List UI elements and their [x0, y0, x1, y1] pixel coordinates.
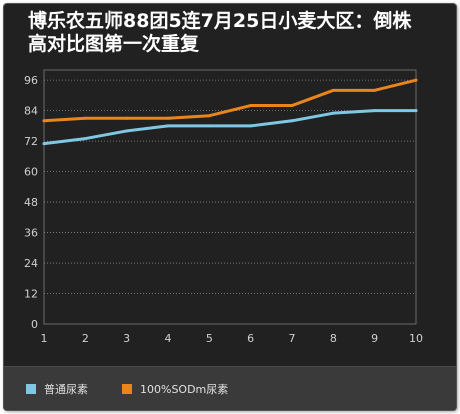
series1-point	[373, 109, 377, 113]
series2-point	[373, 88, 377, 92]
chart-title-line1: 博乐农五师88团5连7月25日小麦大区：倒株	[28, 10, 412, 32]
x-tick-label: 6	[247, 332, 254, 345]
x-tick-label: 5	[206, 332, 213, 345]
x-tick-label: 10	[409, 332, 423, 345]
y-tick-label: 72	[24, 135, 38, 148]
y-tick-label: 60	[24, 166, 38, 179]
chart-title: 博乐农五师88团5连7月25日小麦大区：倒株 高对比图第一次重复	[28, 10, 456, 56]
series-line-2	[42, 78, 418, 123]
y-tick-label: 0	[31, 318, 38, 331]
series1-point	[166, 124, 170, 128]
chart-title-line2: 高对比图第一次重复	[28, 33, 200, 55]
series2-point	[249, 104, 253, 108]
x-tick-label: 7	[289, 332, 296, 345]
x-tick-label: 9	[371, 332, 378, 345]
series1-point	[83, 137, 87, 141]
x-tick-label: 1	[41, 332, 48, 345]
legend-swatch-series2	[122, 384, 132, 394]
y-tick-label: 48	[24, 196, 38, 209]
x-tick-label: 2	[82, 332, 89, 345]
legend-item-series1[interactable]: 普通尿素	[26, 381, 88, 397]
series2-point	[125, 116, 129, 120]
y-tick-label: 12	[24, 288, 38, 301]
series1-point	[125, 129, 129, 133]
legend-swatch-series1	[26, 384, 36, 394]
legend-item-series2[interactable]: 100%SODm尿素	[122, 381, 228, 397]
x-tick-label: 3	[123, 332, 130, 345]
y-tick-label: 96	[24, 74, 38, 87]
series-line-1	[42, 109, 418, 146]
series2-point	[414, 78, 418, 82]
legend: 普通尿素 100%SODm尿素	[4, 366, 456, 410]
series2-point	[166, 116, 170, 120]
series1-point	[249, 124, 253, 128]
series2-point	[207, 114, 211, 118]
series1-point	[331, 111, 335, 115]
legend-label-series2: 100%SODm尿素	[140, 383, 229, 396]
legend-label-series1: 普通尿素	[44, 383, 88, 396]
y-tick-label: 84	[24, 105, 38, 118]
x-tick-label: 4	[165, 332, 172, 345]
series2-point	[331, 88, 335, 92]
y-tick-label: 24	[24, 257, 38, 270]
series1-point	[207, 124, 211, 128]
series2-point	[42, 119, 46, 123]
series2-point	[290, 104, 294, 108]
series1-point	[290, 119, 294, 123]
chart-frame: 博乐农五师88团5连7月25日小麦大区：倒株 高对比图第一次重复 0 12 24 36…	[3, 3, 457, 411]
series1-point	[414, 109, 418, 113]
plot-area-border	[43, 69, 417, 325]
series1-point	[42, 142, 46, 146]
x-tick-label: 8	[330, 332, 337, 345]
y-tick-label: 36	[24, 227, 38, 240]
series2-point	[83, 116, 87, 120]
